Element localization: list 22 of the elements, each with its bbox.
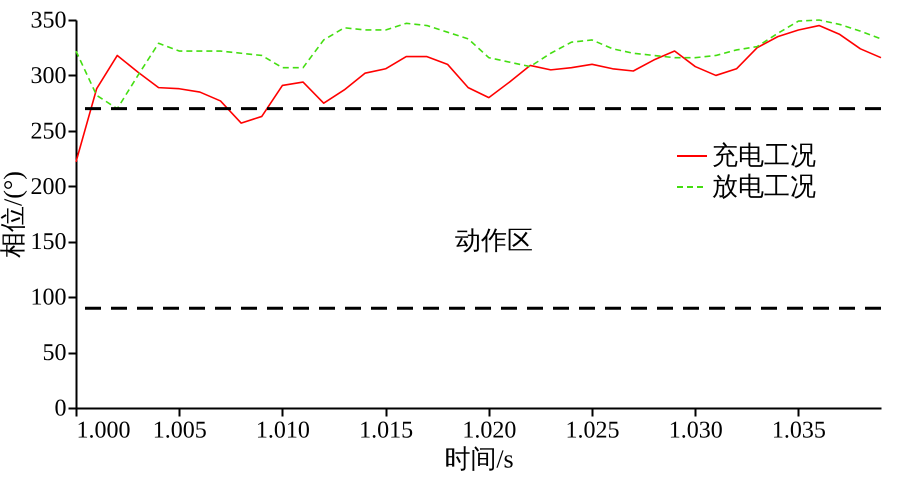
y-tick-label: 250	[30, 118, 66, 144]
y-tick-label: 200	[30, 174, 66, 200]
y-tick-label: 350	[30, 8, 66, 34]
x-tick-label: 1.000	[76, 418, 130, 444]
x-tick-label: 1.010	[256, 418, 310, 444]
x-tick-label: 1.015	[359, 418, 414, 444]
line-series	[75, 19, 882, 110]
y-tick-label: 50	[42, 340, 66, 366]
x-tick-label: 1.020	[462, 418, 516, 444]
legend-label: 放电工况	[712, 172, 816, 201]
y-tick-label: 0	[54, 396, 66, 422]
x-tick-label: 1.025	[566, 418, 620, 444]
x-tick-label: 1.035	[772, 418, 826, 444]
x-tick-label: 1.030	[668, 418, 723, 444]
y-tick-label: 150	[30, 229, 66, 256]
x-tick-label: 1.005	[152, 418, 207, 444]
legend-label: 充电工况	[712, 141, 816, 170]
y-tick-label: 300	[30, 62, 66, 89]
y-axis-title: 相位/(°)	[0, 171, 28, 258]
annotation: 动作区	[455, 226, 533, 255]
y-tick-label: 100	[30, 284, 66, 311]
x-axis-title: 时间/s	[444, 444, 514, 474]
